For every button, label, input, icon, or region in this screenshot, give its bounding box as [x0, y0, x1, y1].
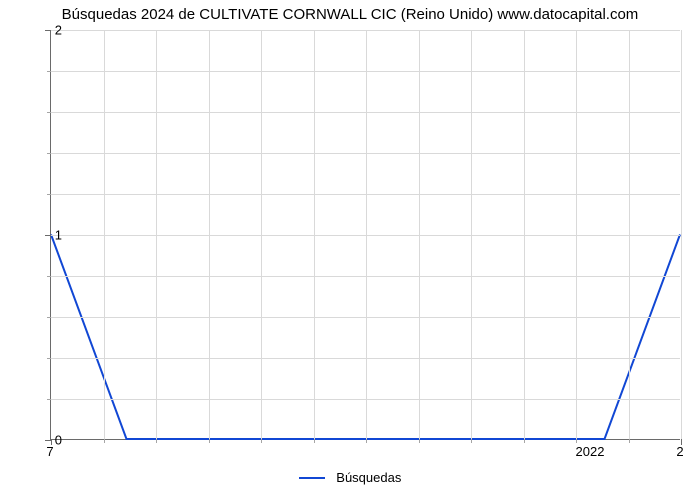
plot-area	[50, 30, 680, 440]
x-tick-label: 2	[676, 444, 683, 459]
y-tick-label: 2	[22, 23, 62, 38]
x-tick-label: 2022	[576, 444, 605, 459]
legend-label: Búsquedas	[336, 470, 401, 485]
legend-swatch	[299, 477, 325, 479]
y-tick-label: 1	[22, 228, 62, 243]
chart-container: Búsquedas 2024 de CULTIVATE CORNWALL CIC…	[0, 0, 700, 500]
x-tick-label: 7	[46, 444, 53, 459]
chart-title: Búsquedas 2024 de CULTIVATE CORNWALL CIC…	[0, 6, 700, 23]
y-tick-label: 0	[22, 433, 62, 448]
legend: Búsquedas	[0, 470, 700, 485]
